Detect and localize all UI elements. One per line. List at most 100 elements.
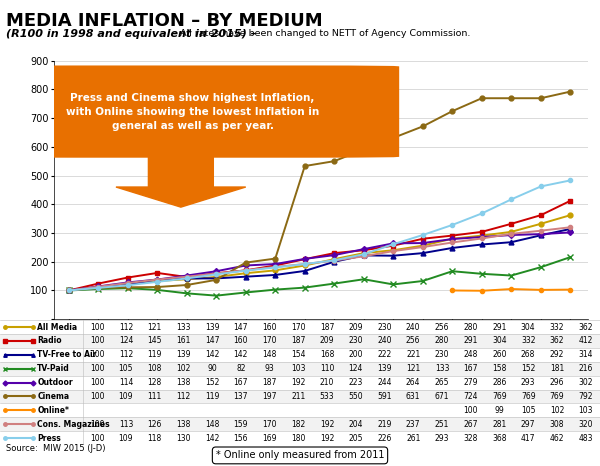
Text: 197: 197: [262, 392, 277, 401]
Text: 237: 237: [406, 420, 421, 429]
Text: 219: 219: [377, 420, 392, 429]
Text: Press and Cinema show highest Inflation,
with Online showing the lowest Inflatio: Press and Cinema show highest Inflation,…: [66, 93, 319, 130]
Text: 187: 187: [320, 322, 334, 332]
Bar: [0, 417, 600, 431]
Text: 142: 142: [205, 433, 219, 443]
Text: 100: 100: [90, 350, 104, 359]
Text: 261: 261: [406, 433, 421, 443]
Text: 320: 320: [578, 420, 593, 429]
Text: 267: 267: [463, 420, 478, 429]
Text: 230: 230: [377, 322, 392, 332]
Text: 108: 108: [148, 364, 162, 373]
Text: 109: 109: [119, 392, 133, 401]
Text: 124: 124: [349, 364, 363, 373]
Text: 158: 158: [492, 364, 506, 373]
Text: 223: 223: [349, 378, 363, 387]
Text: 769: 769: [492, 392, 507, 401]
Bar: [0, 376, 600, 390]
Text: 103: 103: [578, 406, 593, 415]
Text: 152: 152: [521, 364, 535, 373]
Text: Cons. Magazines: Cons. Magazines: [37, 420, 110, 429]
Text: 128: 128: [148, 378, 162, 387]
Text: 142: 142: [233, 350, 248, 359]
Text: 105: 105: [521, 406, 535, 415]
Text: 209: 209: [349, 322, 363, 332]
Text: 133: 133: [435, 364, 449, 373]
Text: 90: 90: [207, 364, 217, 373]
Text: 293: 293: [435, 433, 449, 443]
Text: 210: 210: [320, 378, 334, 387]
Text: 109: 109: [119, 433, 133, 443]
Text: 180: 180: [291, 433, 305, 443]
Text: 160: 160: [233, 336, 248, 345]
Text: 244: 244: [377, 378, 392, 387]
Text: 280: 280: [435, 336, 449, 345]
Text: 264: 264: [406, 378, 421, 387]
Text: 82: 82: [236, 364, 245, 373]
Bar: [0, 431, 600, 445]
FancyBboxPatch shape: [0, 65, 399, 158]
Text: 124: 124: [119, 336, 133, 345]
Text: 211: 211: [291, 392, 305, 401]
Text: 167: 167: [463, 364, 478, 373]
Text: 291: 291: [492, 322, 506, 332]
Text: MEDIA INFLATION – BY MEDIUM: MEDIA INFLATION – BY MEDIUM: [6, 12, 323, 30]
Text: 417: 417: [521, 433, 535, 443]
Text: 230: 230: [435, 350, 449, 359]
Text: 148: 148: [262, 350, 277, 359]
Text: 216: 216: [578, 364, 593, 373]
Text: 192: 192: [291, 378, 305, 387]
Text: 138: 138: [176, 420, 191, 429]
Text: 102: 102: [176, 364, 191, 373]
Text: 159: 159: [233, 420, 248, 429]
Text: 112: 112: [119, 350, 133, 359]
Text: 139: 139: [205, 322, 220, 332]
Text: 100: 100: [90, 378, 104, 387]
Text: 170: 170: [291, 322, 305, 332]
Text: 296: 296: [550, 378, 564, 387]
Text: 114: 114: [119, 378, 133, 387]
Text: 105: 105: [119, 364, 133, 373]
Text: 168: 168: [320, 350, 334, 359]
Text: 328: 328: [464, 433, 478, 443]
Text: 182: 182: [291, 420, 305, 429]
Text: 200: 200: [349, 350, 363, 359]
Text: 121: 121: [406, 364, 421, 373]
Bar: [0, 334, 600, 348]
Text: 100: 100: [463, 406, 478, 415]
Text: 103: 103: [291, 364, 305, 373]
Text: Cinema: Cinema: [37, 392, 70, 401]
Text: 147: 147: [233, 322, 248, 332]
Bar: [0, 320, 600, 334]
Text: All Media: All Media: [37, 322, 77, 332]
Text: 256: 256: [406, 336, 421, 345]
Text: 110: 110: [320, 364, 334, 373]
Text: 138: 138: [176, 378, 191, 387]
Text: 308: 308: [550, 420, 564, 429]
Text: 118: 118: [148, 433, 162, 443]
Text: 139: 139: [176, 350, 191, 359]
Text: Source:  MIW 2015 (J-D): Source: MIW 2015 (J-D): [6, 444, 106, 453]
Text: 332: 332: [550, 322, 564, 332]
Text: 147: 147: [205, 336, 220, 345]
Text: 170: 170: [262, 336, 277, 345]
Text: 100: 100: [90, 392, 104, 401]
Text: 251: 251: [435, 420, 449, 429]
Text: 192: 192: [320, 433, 334, 443]
Text: 102: 102: [550, 406, 564, 415]
Text: 100: 100: [90, 336, 104, 345]
Text: 181: 181: [550, 364, 564, 373]
Text: 332: 332: [521, 336, 535, 345]
Text: 99: 99: [494, 406, 505, 415]
Text: 292: 292: [550, 350, 564, 359]
Text: 187: 187: [291, 336, 305, 345]
Text: 281: 281: [493, 420, 506, 429]
Bar: [0, 390, 600, 404]
Text: 302: 302: [578, 378, 593, 387]
Text: 133: 133: [176, 322, 191, 332]
Text: * Online only measured from 2011: * Online only measured from 2011: [216, 451, 384, 460]
Text: Outdoor: Outdoor: [37, 378, 73, 387]
Text: 152: 152: [205, 378, 219, 387]
Text: 145: 145: [148, 336, 162, 345]
Text: 362: 362: [550, 336, 564, 345]
